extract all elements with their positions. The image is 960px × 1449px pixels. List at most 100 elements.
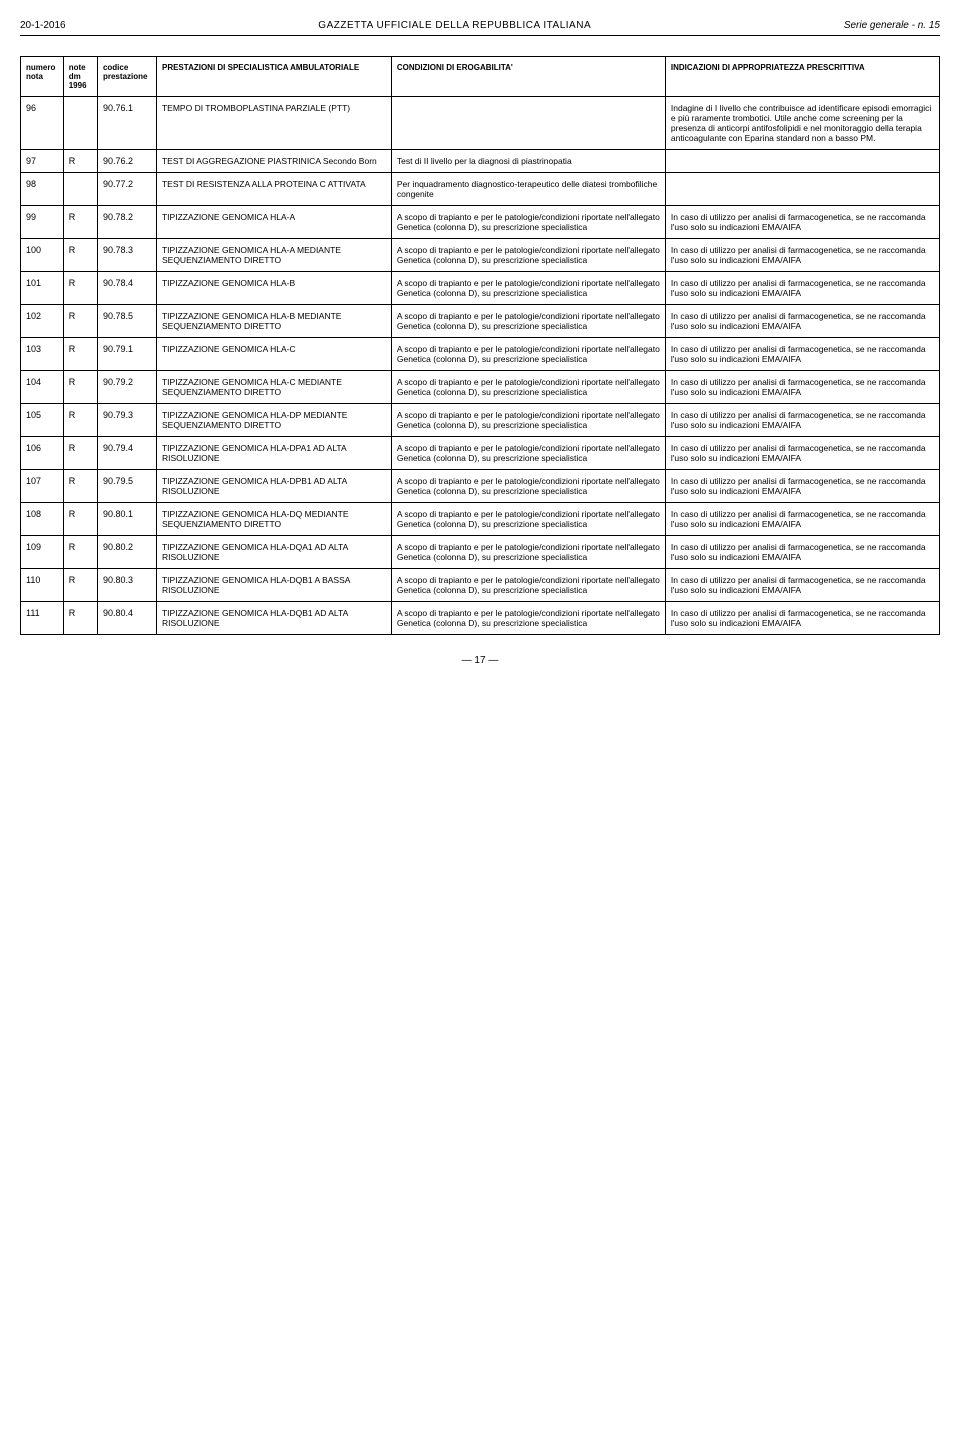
cell-prest: TIPIZZAZIONE GENOMICA HLA-DPB1 AD ALTA R… (156, 470, 391, 503)
cell-ind: In caso di utilizzo per analisi di farma… (665, 536, 939, 569)
col-numero: numero nota (21, 57, 64, 97)
cell-cond: A scopo di trapianto e per le patologie/… (391, 536, 665, 569)
cell-ind: In caso di utilizzo per analisi di farma… (665, 503, 939, 536)
table-row: 106R90.79.4TIPIZZAZIONE GENOMICA HLA-DPA… (21, 437, 940, 470)
table-row: 108R90.80.1TIPIZZAZIONE GENOMICA HLA-DQ … (21, 503, 940, 536)
cell-num: 106 (21, 437, 64, 470)
cell-prest: TEST DI RESISTENZA ALLA PROTEINA C ATTIV… (156, 173, 391, 206)
table-row: 109R90.80.2TIPIZZAZIONE GENOMICA HLA-DQA… (21, 536, 940, 569)
col-prestazioni: PRESTAZIONI DI SPECIALISTICA AMBULATORIA… (156, 57, 391, 97)
cell-code: 90.80.2 (97, 536, 156, 569)
cell-cond: A scopo di trapianto e per le patologie/… (391, 305, 665, 338)
cell-code: 90.79.5 (97, 470, 156, 503)
cell-cond: A scopo di trapianto e per le patologie/… (391, 404, 665, 437)
cell-note: R (63, 371, 97, 404)
cell-cond: A scopo di trapianto e per le patologie/… (391, 272, 665, 305)
cell-prest: TIPIZZAZIONE GENOMICA HLA-B MEDIANTE SEQ… (156, 305, 391, 338)
cell-note: R (63, 305, 97, 338)
cell-ind: In caso di utilizzo per analisi di farma… (665, 371, 939, 404)
cell-num: 96 (21, 97, 64, 150)
cell-prest: TIPIZZAZIONE GENOMICA HLA-A MEDIANTE SEQ… (156, 239, 391, 272)
cell-code: 90.80.1 (97, 503, 156, 536)
page-header: 20-1-2016 GAZZETTA UFFICIALE DELLA REPUB… (20, 20, 940, 36)
header-date: 20-1-2016 (20, 20, 66, 31)
header-title: GAZZETTA UFFICIALE DELLA REPUBBLICA ITAL… (318, 20, 591, 31)
cell-code: 90.78.2 (97, 206, 156, 239)
cell-cond (391, 97, 665, 150)
cell-cond: A scopo di trapianto e per le patologie/… (391, 338, 665, 371)
cell-prest: TIPIZZAZIONE GENOMICA HLA-C MEDIANTE SEQ… (156, 371, 391, 404)
header-series: Serie generale - n. 15 (844, 20, 940, 31)
cell-note: R (63, 470, 97, 503)
table-row: 107R90.79.5TIPIZZAZIONE GENOMICA HLA-DPB… (21, 470, 940, 503)
cell-note: R (63, 503, 97, 536)
cell-code: 90.76.2 (97, 150, 156, 173)
table-row: 96 90.76.1TEMPO DI TROMBOPLASTINA PARZIAL… (21, 97, 940, 150)
col-codice: codice prestazione (97, 57, 156, 97)
cell-num: 98 (21, 173, 64, 206)
cell-ind: In caso di utilizzo per analisi di farma… (665, 404, 939, 437)
col-indicazioni: INDICAZIONI DI APPROPRIATEZZA PRESCRITTI… (665, 57, 939, 97)
cell-cond: Per inquadramento diagnostico-terapeutic… (391, 173, 665, 206)
cell-num: 104 (21, 371, 64, 404)
cell-cond: A scopo di trapianto e per le patologie/… (391, 503, 665, 536)
cell-num: 108 (21, 503, 64, 536)
cell-note: R (63, 150, 97, 173)
cell-note: R (63, 536, 97, 569)
cell-note (63, 173, 97, 206)
cell-ind: In caso di utilizzo per analisi di farma… (665, 569, 939, 602)
cell-num: 105 (21, 404, 64, 437)
cell-note (63, 97, 97, 150)
cell-prest: TIPIZZAZIONE GENOMICA HLA-B (156, 272, 391, 305)
cell-prest: TIPIZZAZIONE GENOMICA HLA-DQB1 A BASSA R… (156, 569, 391, 602)
cell-num: 111 (21, 602, 64, 635)
cell-num: 100 (21, 239, 64, 272)
cell-code: 90.80.4 (97, 602, 156, 635)
cell-cond: A scopo di trapianto e per le patologie/… (391, 371, 665, 404)
cell-note: R (63, 239, 97, 272)
cell-code: 90.78.3 (97, 239, 156, 272)
cell-ind: In caso di utilizzo per analisi di farma… (665, 602, 939, 635)
cell-ind (665, 173, 939, 206)
cell-prest: TEMPO DI TROMBOPLASTINA PARZIALE (PTT) (156, 97, 391, 150)
cell-num: 101 (21, 272, 64, 305)
cell-note: R (63, 569, 97, 602)
cell-cond: A scopo di trapianto e per le patologie/… (391, 437, 665, 470)
cell-ind: In caso di utilizzo per analisi di farma… (665, 470, 939, 503)
cell-code: 90.79.4 (97, 437, 156, 470)
cell-prest: TIPIZZAZIONE GENOMICA HLA-DPA1 AD ALTA R… (156, 437, 391, 470)
cell-code: 90.77.2 (97, 173, 156, 206)
cell-num: 110 (21, 569, 64, 602)
cell-ind: In caso di utilizzo per analisi di farma… (665, 239, 939, 272)
cell-num: 107 (21, 470, 64, 503)
table-row: 100R90.78.3TIPIZZAZIONE GENOMICA HLA-A M… (21, 239, 940, 272)
cell-prest: TIPIZZAZIONE GENOMICA HLA-DQB1 AD ALTA R… (156, 602, 391, 635)
cell-note: R (63, 404, 97, 437)
cell-code: 90.78.5 (97, 305, 156, 338)
cell-ind: In caso di utilizzo per analisi di farma… (665, 272, 939, 305)
table-row: 102R90.78.5TIPIZZAZIONE GENOMICA HLA-B M… (21, 305, 940, 338)
cell-cond: A scopo di trapianto e per le patologie/… (391, 206, 665, 239)
cell-note: R (63, 272, 97, 305)
cell-num: 109 (21, 536, 64, 569)
cell-num: 97 (21, 150, 64, 173)
cell-code: 90.79.3 (97, 404, 156, 437)
prestazioni-table: numero nota note dm 1996 codice prestazi… (20, 56, 940, 635)
cell-num: 102 (21, 305, 64, 338)
cell-prest: TIPIZZAZIONE GENOMICA HLA-DP MEDIANTE SE… (156, 404, 391, 437)
table-row: 104R90.79.2TIPIZZAZIONE GENOMICA HLA-C M… (21, 371, 940, 404)
cell-prest: TIPIZZAZIONE GENOMICA HLA-DQA1 AD ALTA R… (156, 536, 391, 569)
table-row: 99R90.78.2TIPIZZAZIONE GENOMICA HLA-AA s… (21, 206, 940, 239)
table-row: 101R90.78.4TIPIZZAZIONE GENOMICA HLA-BA … (21, 272, 940, 305)
cell-code: 90.76.1 (97, 97, 156, 150)
cell-code: 90.79.1 (97, 338, 156, 371)
cell-code: 90.80.3 (97, 569, 156, 602)
cell-code: 90.79.2 (97, 371, 156, 404)
table-row: 98 90.77.2TEST DI RESISTENZA ALLA PROTEIN… (21, 173, 940, 206)
cell-note: R (63, 602, 97, 635)
col-condizioni: CONDIZIONI DI EROGABILITA' (391, 57, 665, 97)
col-note: note dm 1996 (63, 57, 97, 97)
cell-cond: A scopo di trapianto e per le patologie/… (391, 470, 665, 503)
cell-ind: In caso di utilizzo per analisi di farma… (665, 206, 939, 239)
cell-cond: A scopo di trapianto e per le patologie/… (391, 569, 665, 602)
